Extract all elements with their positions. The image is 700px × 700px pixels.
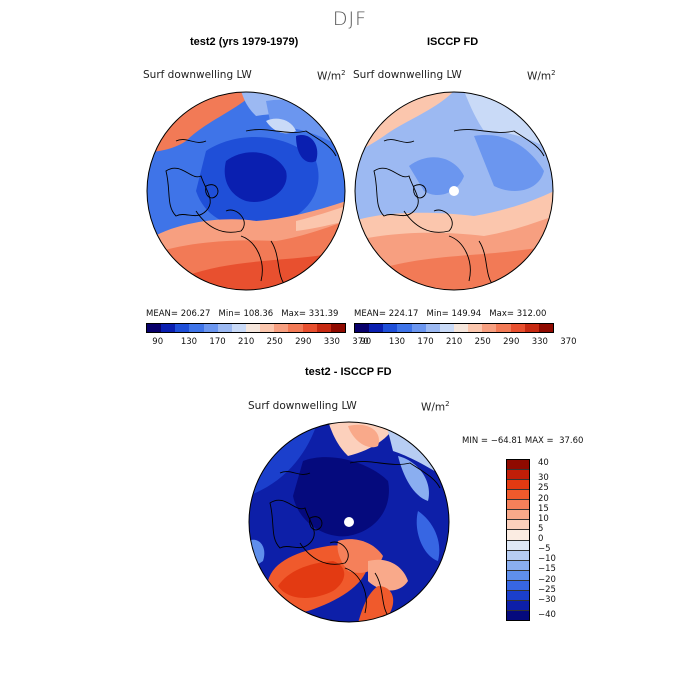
colorbar-swatch [161, 324, 176, 332]
colorbar-swatch [245, 324, 261, 332]
colorbar-tick-label: 25 [538, 483, 549, 494]
colorbar-model [146, 323, 346, 333]
polar-map-model [146, 91, 346, 291]
colorbar-tick-label: 210 [446, 337, 463, 347]
panel-units-diff: W/m2 [421, 400, 450, 414]
figure-title: DJF [332, 8, 368, 30]
colorbar-swatch [468, 324, 483, 332]
colorbar-swatch [411, 324, 426, 332]
colorbar-swatch [507, 470, 529, 481]
colorbar-swatch [260, 324, 275, 332]
colorbar-tick-label: 370 [352, 337, 369, 347]
colorbar-swatch [203, 324, 218, 332]
colorbar-tick-label: 15 [538, 503, 549, 514]
colorbar-swatch [496, 324, 511, 332]
colorbar-swatch [507, 490, 529, 501]
colorbar-swatch [217, 324, 232, 332]
colorbar-swatch [507, 480, 529, 491]
colorbar-swatch [507, 610, 529, 620]
stats-model: MEAN= 206.27 Min= 108.36 Max= 331.39 [146, 309, 339, 319]
colorbar-swatch [425, 324, 440, 332]
colorbar-swatch [397, 324, 412, 332]
colorbar-swatch [330, 324, 345, 332]
colorbar-tick-label: 30 [538, 473, 549, 484]
colorbar-tick-label: 250 [474, 337, 491, 347]
colorbar-ticks-obs: 90 130 170 210 250 290 330 370 [354, 337, 576, 349]
colorbar-tick-label: 130 [180, 337, 198, 347]
panel-variable-diff: Surf downwelling LW [248, 400, 357, 412]
panel-variable-obs: Surf downwelling LW [353, 69, 462, 81]
colorbar-tick-label: −25 [538, 584, 556, 595]
colorbar-tick-label: 370 [560, 337, 577, 347]
panel-units-model: W/m2 [317, 69, 346, 83]
colorbar-tick-label: 10 [538, 513, 549, 524]
colorbar-swatch [288, 324, 303, 332]
colorbar-swatch [482, 324, 497, 332]
colorbar-tick-label: −30 [538, 594, 556, 605]
colorbar-swatch [507, 550, 529, 561]
colorbar-swatch [383, 324, 398, 332]
colorbar-tick-label: 170 [417, 337, 434, 347]
colorbar-swatch [510, 324, 525, 332]
colorbar-swatch [524, 324, 539, 332]
colorbar-tick-label: 90 [152, 337, 164, 347]
colorbar-ticks-diff: 40 30 25 20 15 10 5 0 −5 −10 −15 −20 −25 −30 −40 [538, 458, 578, 621]
colorbar-tick-label: 130 [388, 337, 406, 347]
colorbar-tick-label: 20 [538, 493, 549, 504]
colorbar-swatch [507, 520, 529, 531]
panel-variable-model: Surf downwelling LW [143, 69, 252, 81]
colorbar-tick-label: −15 [538, 564, 556, 575]
colorbar-tick-label: 40 [538, 458, 549, 469]
panel-units-obs: W/m2 [527, 69, 556, 83]
colorbar-tick-label: 290 [503, 337, 520, 347]
colorbar-swatch [507, 460, 529, 471]
colorbar-swatch [538, 324, 553, 332]
colorbar-diff [506, 459, 530, 621]
colorbar-tick-label: −20 [538, 574, 556, 585]
colorbar-tick-label: 290 [295, 337, 312, 347]
colorbar-swatch [175, 324, 190, 332]
panel-title-model: test2 (yrs 1979-1979) [190, 36, 299, 48]
polar-map-obs [354, 91, 554, 291]
colorbar-swatch [231, 324, 246, 332]
colorbar-swatch [507, 530, 529, 541]
colorbar-tick-label: 0 [538, 534, 544, 544]
colorbar-tick-label: 210 [238, 337, 255, 347]
colorbar-swatch [507, 510, 529, 521]
colorbar-tick-label: 170 [209, 337, 226, 347]
colorbar-swatch [507, 580, 529, 591]
colorbar-swatch [507, 540, 529, 551]
colorbar-tick-label: 5 [538, 523, 544, 534]
colorbar-tick-label: −40 [538, 609, 556, 620]
colorbar-tick-label: −5 [538, 544, 551, 555]
colorbar-tick-label: 90 [360, 337, 372, 347]
colorbar-swatch [439, 324, 454, 332]
colorbar-tick-label: 250 [266, 337, 283, 347]
colorbar-swatch [507, 500, 529, 511]
colorbar-tick-label: 330 [323, 337, 340, 347]
colorbar-swatch [189, 324, 204, 332]
colorbar-swatch [147, 324, 162, 332]
stats-diff: MIN = −64.81 MAX = 37.60 [462, 436, 584, 446]
colorbar-swatch [453, 324, 469, 332]
panel-title-diff: test2 - ISCCP FD [305, 366, 392, 378]
colorbar-swatch [507, 600, 529, 611]
panel-title-obs: ISCCP FD [427, 36, 479, 48]
colorbar-swatch [369, 324, 384, 332]
colorbar-ticks-model: 90 130 170 210 250 290 330 370 [146, 337, 368, 349]
colorbar-swatch [316, 324, 331, 332]
colorbar-tick-label: 330 [531, 337, 548, 347]
stats-obs: MEAN= 224.17 Min= 149.94 Max= 312.00 [354, 309, 547, 319]
colorbar-swatch [355, 324, 370, 332]
colorbar-swatch [507, 590, 529, 601]
colorbar-swatch [507, 560, 529, 571]
colorbar-swatch [302, 324, 317, 332]
colorbar-swatch [274, 324, 289, 332]
colorbar-obs [354, 323, 554, 333]
colorbar-tick-label: −10 [538, 554, 556, 565]
colorbar-swatch [507, 570, 529, 581]
polar-map-diff [248, 421, 450, 623]
